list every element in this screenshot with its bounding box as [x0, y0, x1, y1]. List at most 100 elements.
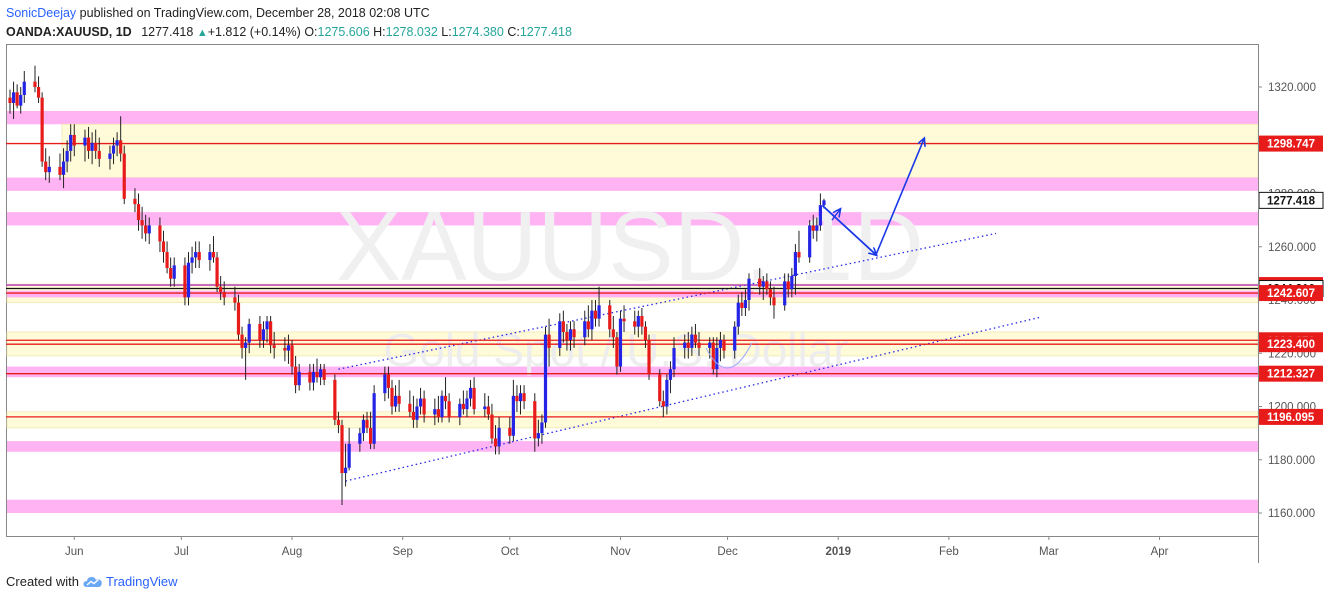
- candle-down: [15, 92, 19, 106]
- candle-down: [211, 252, 216, 258]
- candle-down: [711, 342, 715, 370]
- candle-down: [390, 387, 394, 407]
- price-label-text: 1298.747: [1267, 139, 1315, 151]
- candle-down: [58, 166, 62, 175]
- time-axis: Jun Jul Aug Sep Oct Nov Dec 2019 Feb Mar Apr: [65, 536, 1169, 558]
- candle-down: [44, 161, 48, 173]
- candle-down: [490, 414, 494, 439]
- time-tick-label: Nov: [610, 546, 631, 558]
- candle-down: [236, 302, 241, 335]
- candle-down: [315, 371, 319, 378]
- yellow-zone: [6, 411, 1259, 429]
- candle-up: [540, 422, 544, 434]
- candle-down: [86, 137, 91, 151]
- candle-down: [283, 347, 287, 351]
- candle-down: [219, 286, 223, 293]
- candle-down: [140, 220, 144, 226]
- candle-down: [593, 310, 598, 319]
- candle-up: [790, 276, 794, 290]
- candle-down: [611, 329, 615, 338]
- candle-up: [465, 398, 469, 410]
- candle-up: [265, 321, 269, 330]
- pink-zone: [7, 290, 1258, 298]
- candle-down: [436, 409, 440, 418]
- candle-down: [40, 97, 44, 162]
- up-triangle-icon: ▲: [196, 27, 208, 39]
- candle-up: [597, 305, 601, 319]
- footer: Created with TradingView: [6, 574, 178, 589]
- candle-down: [215, 257, 219, 287]
- candle-up: [65, 150, 69, 162]
- tradingview-brand: TradingView: [105, 574, 178, 589]
- candle-down: [758, 278, 762, 287]
- candle-down: [443, 395, 448, 402]
- candle-down: [290, 345, 294, 367]
- candle-down: [97, 150, 101, 159]
- high-label: H:: [373, 25, 386, 39]
- candle-down: [119, 140, 123, 154]
- candle-up: [261, 329, 266, 340]
- candle-up: [590, 310, 594, 330]
- candle-down: [633, 321, 637, 327]
- candle-down: [397, 395, 401, 404]
- candle-down: [240, 334, 244, 348]
- candle-up: [286, 345, 291, 351]
- price-axis: 1320.0001300.0001280.0001260.0001240.000…: [1258, 82, 1324, 520]
- candle-up: [358, 433, 362, 444]
- candle-down: [647, 339, 651, 375]
- candle-down: [136, 204, 141, 221]
- candle-up: [297, 371, 301, 386]
- candle-down: [340, 425, 344, 474]
- publish-info: published on TradingView.com, December 2…: [79, 6, 430, 20]
- candle-up: [793, 252, 797, 277]
- candle-up: [483, 406, 487, 410]
- candle-down: [333, 379, 337, 420]
- candle-up: [172, 265, 176, 279]
- candle-up: [383, 374, 387, 394]
- candle-up: [11, 92, 16, 103]
- candle-up: [433, 409, 437, 415]
- tradingview-logo[interactable]: TradingView: [83, 574, 178, 589]
- symbol-label[interactable]: OANDA:XAUUSD, 1D: [6, 25, 132, 39]
- candle-up: [618, 318, 623, 367]
- author-link[interactable]: SonicDeejay: [6, 6, 77, 20]
- close-value: 1277.418: [519, 25, 572, 39]
- candle-up: [147, 225, 151, 234]
- candle-down: [615, 337, 619, 367]
- candle-up: [194, 252, 198, 258]
- candle-up: [361, 419, 366, 434]
- candle-up: [683, 342, 687, 348]
- price-label-box: [1259, 135, 1323, 152]
- candle-down: [183, 265, 187, 298]
- open-value: 1275.606: [317, 25, 370, 39]
- candle-up: [61, 161, 66, 175]
- candle-up: [83, 137, 87, 146]
- candle-up: [90, 142, 94, 151]
- pink-zone: [7, 441, 1258, 452]
- candle-up: [690, 334, 694, 348]
- candle-down: [411, 411, 416, 420]
- candle-down: [797, 252, 801, 258]
- candle-down: [811, 225, 815, 231]
- candle-up: [22, 81, 26, 95]
- price-label-box: [1259, 365, 1323, 382]
- candle-up: [583, 321, 587, 338]
- candle-down: [522, 393, 526, 402]
- time-tick-label: Oct: [501, 546, 520, 558]
- pink-zone: [7, 110, 1258, 125]
- candle-down: [572, 329, 576, 338]
- candle-down: [772, 297, 776, 306]
- candle-up: [636, 315, 640, 327]
- candle-down: [336, 419, 341, 426]
- candle-up: [747, 278, 751, 300]
- price-label-text: 1277.418: [1267, 195, 1316, 207]
- candle-down: [258, 323, 262, 340]
- candle-down: [197, 252, 201, 261]
- candle-up: [343, 467, 348, 474]
- candle-up: [372, 393, 376, 444]
- high-value: 1278.032: [385, 25, 438, 39]
- price-label-text: 1242.607: [1267, 288, 1315, 300]
- candle-up: [468, 387, 473, 399]
- candle-up: [822, 200, 826, 206]
